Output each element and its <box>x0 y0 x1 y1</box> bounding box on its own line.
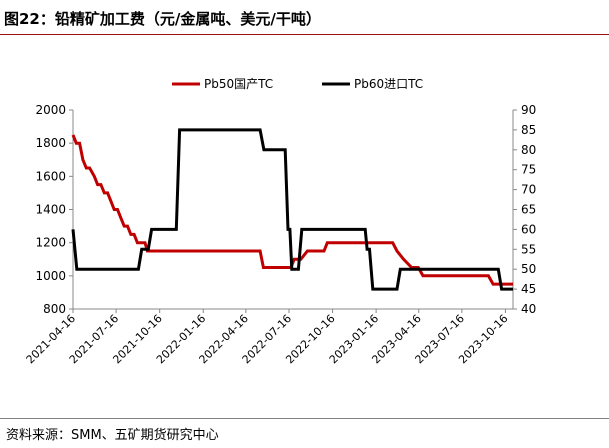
legend-label-pb50: Pb50国产TC <box>204 77 273 91</box>
right-y-tick-label: 40 <box>521 302 536 316</box>
source-note: 资料来源：SMM、五矿期货研究中心 <box>6 428 219 443</box>
figure-title: 图22：铅精矿加工费（元/金属吨、美元/干吨） <box>4 10 321 28</box>
left-y-tick-label: 2000 <box>35 103 66 117</box>
right-y-tick-label: 55 <box>521 242 536 256</box>
right-y-tick-label: 80 <box>521 143 536 157</box>
right-y-tick-label: 60 <box>521 222 536 236</box>
right-y-tick-label: 90 <box>521 103 536 117</box>
left-y-tick-label: 1600 <box>35 169 66 183</box>
left-y-tick-label: 1200 <box>35 236 66 250</box>
legend-label-pb60: Pb60进口TC <box>354 77 423 91</box>
right-y-tick-label: 65 <box>521 203 536 217</box>
left-y-tick-label: 1000 <box>35 269 66 283</box>
left-y-tick-label: 1800 <box>35 136 66 150</box>
series-line-pb50-domestic <box>71 134 513 286</box>
series-line-pb60-import <box>71 128 513 291</box>
title-divider <box>0 34 609 35</box>
left-y-tick-label: 800 <box>43 302 66 316</box>
right-y-tick-label: 50 <box>521 262 536 276</box>
right-y-tick-label: 45 <box>521 282 536 296</box>
source-divider <box>0 418 609 419</box>
right-y-tick-label: 75 <box>521 163 536 177</box>
left-y-tick-label: 1400 <box>35 203 66 217</box>
right-y-tick-label: 70 <box>521 183 536 197</box>
right-y-tick-label: 85 <box>521 123 536 137</box>
